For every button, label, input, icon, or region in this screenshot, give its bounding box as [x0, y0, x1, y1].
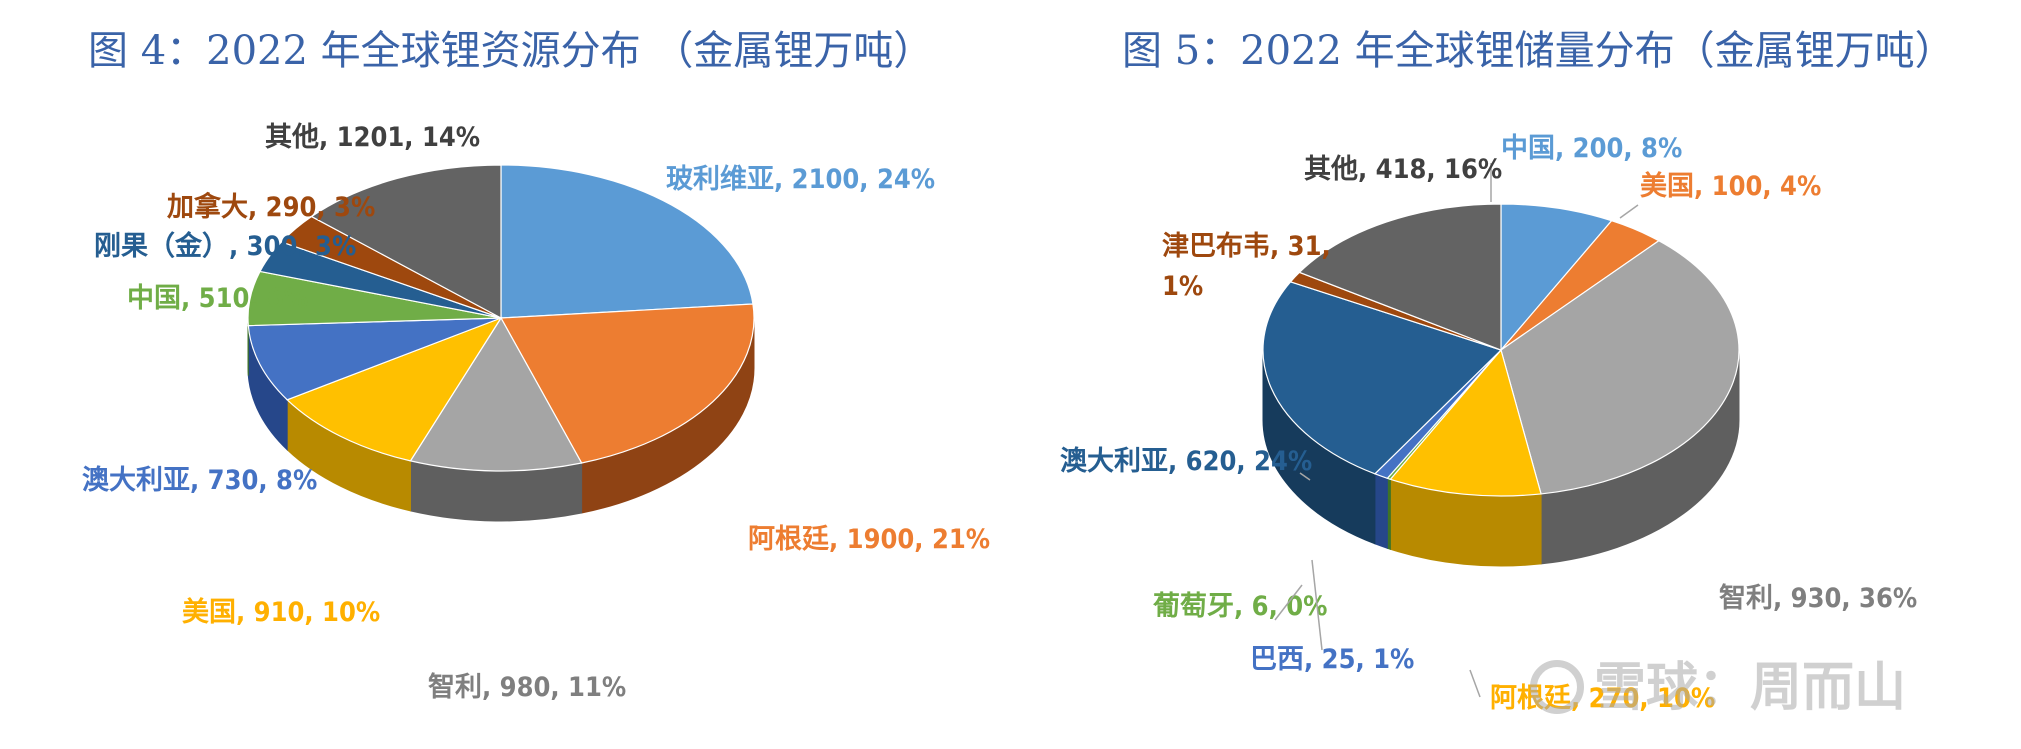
pie-slice-slice-5: [247, 317, 502, 401]
pie-labels: 中国, 200, 8% 美国, 100, 4% 智利, 930, 36% 阿根廷, 2…: [1060, 133, 1917, 714]
leader-line-4: [1469, 669, 1481, 698]
data-label-3: 智利, 930, 36%: [1719, 583, 1917, 614]
snowball-logo-icon: [1530, 660, 1584, 714]
leader-line-5: [1274, 584, 1303, 621]
chart-title-reserves: 图 5：2022 年全球锂储量分布（金属锂万吨）: [1122, 28, 1955, 74]
pie-slice-slice-4: [1389, 348, 1542, 497]
data-label-9: 其他, 1201, 14%: [265, 122, 480, 153]
data-label-6: 巴西, 25, 1%: [1250, 644, 1414, 675]
data-label-4: 美国, 910, 10%: [182, 596, 380, 628]
watermark-text: 雪球：周而山: [1594, 658, 1907, 718]
pie-sides: [1262, 349, 1740, 567]
data-label-7: 刚果（金）, 300, 3%: [94, 230, 356, 262]
chart-title-resources: 图 4：2022 年全球锂资源分布 （金属锂万吨）: [88, 28, 934, 74]
data-label-6: 中国, 510, 6%: [127, 283, 308, 314]
pie-top: [1262, 203, 1740, 497]
data-label-7: 澳大利亚, 620, 24%: [1060, 446, 1312, 477]
data-label-5: 澳大利亚, 730, 8%: [82, 465, 317, 496]
pie-top: [247, 164, 755, 472]
pie-slice-slice-1: [1500, 203, 1613, 352]
data-label-1: 中国, 200, 8%: [1501, 133, 1682, 164]
pie-slice-slice-3: [1500, 240, 1740, 495]
data-label-4: 阿根廷, 270, 10%: [1490, 683, 1715, 714]
pie-slice-slice-9: [1298, 203, 1502, 351]
data-label-8: 津巴布韦, 31, 1%: [1162, 231, 1331, 302]
data-label-1: 玻利维亚, 2100, 24%: [666, 164, 935, 195]
pie-slice-slice-9: [310, 164, 502, 320]
data-label-2: 阿根廷, 1900, 21%: [748, 524, 990, 555]
pie-chart-resources: 玻利维亚, 2100, 24% 阿根廷, 1900, 21% 智利, 980, 11…: [82, 122, 990, 703]
pie-slice-slice-2: [500, 303, 755, 464]
data-label-8: 加拿大, 290, 3%: [167, 191, 375, 223]
data-label-5: 葡萄牙, 6, 0%: [1153, 591, 1328, 622]
leader-line-2: [1619, 204, 1639, 219]
data-label-2: 美国, 100, 4%: [1640, 170, 1821, 202]
pie-labels: 玻利维亚, 2100, 24% 阿根廷, 1900, 21% 智利, 980, 11…: [82, 122, 990, 703]
leader-line-6: [1311, 559, 1323, 651]
data-label-3: 智利, 980, 11%: [428, 672, 626, 703]
pie-chart-reserves: 中国, 200, 8% 美国, 100, 4% 智利, 930, 36% 阿根廷, 2…: [1060, 133, 1917, 714]
pie-slice-slice-7: [1262, 281, 1503, 475]
pie-slice-slice-1: [500, 164, 754, 319]
data-label-9: 其他, 418, 16%: [1304, 154, 1502, 185]
watermark: 雪球：周而山: [1530, 645, 1906, 720]
pie-slice-slice-4: [286, 316, 503, 462]
pie-slice-slice-3: [409, 316, 583, 472]
pie-side-slice-6: [1374, 473, 1388, 549]
leader-line-7: [1299, 472, 1311, 481]
